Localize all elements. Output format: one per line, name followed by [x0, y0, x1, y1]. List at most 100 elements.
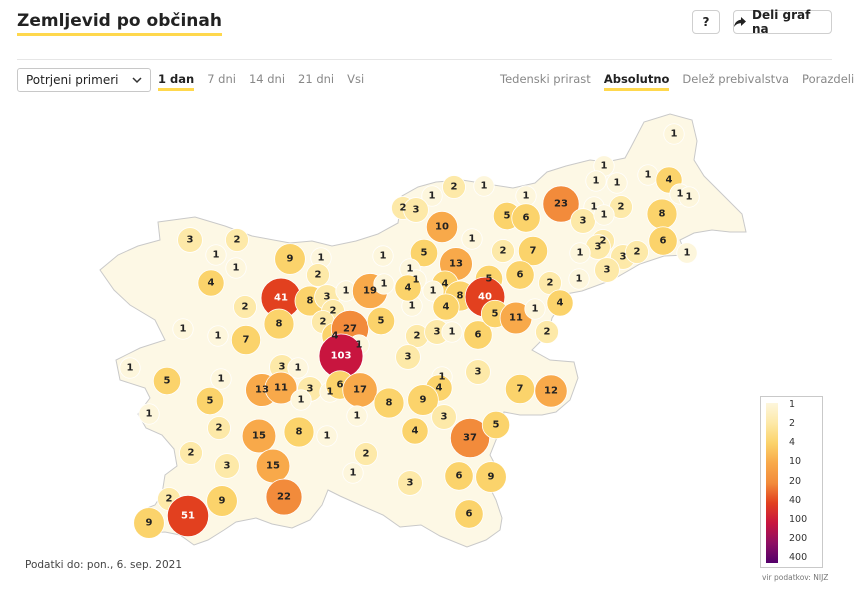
- municipality-region[interactable]: [421, 185, 443, 207]
- municipality-value-label: 3: [595, 242, 602, 253]
- municipality-region[interactable]: [678, 186, 700, 208]
- municipality-region[interactable]: [431, 404, 457, 430]
- municipality-region[interactable]: [593, 204, 615, 226]
- municipality-region[interactable]: [648, 226, 678, 256]
- municipality-region[interactable]: [166, 494, 210, 538]
- municipality-region[interactable]: [274, 243, 306, 275]
- municipality-region[interactable]: [432, 293, 460, 321]
- tab-7-dni[interactable]: 7 dni: [207, 72, 236, 86]
- municipality-region[interactable]: [444, 461, 474, 491]
- municipality-region[interactable]: [461, 228, 483, 250]
- municipality-region[interactable]: [241, 418, 277, 454]
- municipality-region[interactable]: [511, 203, 541, 233]
- municipality-region[interactable]: [283, 416, 315, 448]
- municipality-region[interactable]: [625, 240, 649, 264]
- municipality-region[interactable]: [465, 359, 491, 385]
- share-button[interactable]: Deli graf na: [733, 8, 832, 36]
- municipality-region[interactable]: [366, 306, 396, 336]
- municipality-region[interactable]: [585, 170, 607, 192]
- municipality-region[interactable]: [442, 175, 466, 199]
- municipality-value-label: 7: [530, 246, 537, 257]
- municipality-region[interactable]: [409, 238, 439, 268]
- municipality-region[interactable]: [372, 245, 394, 267]
- municipality-region[interactable]: [542, 185, 580, 223]
- municipality-region[interactable]: [475, 461, 507, 493]
- municipality-region[interactable]: [463, 320, 493, 350]
- municipality-region[interactable]: [403, 197, 429, 223]
- municipality-region[interactable]: [152, 366, 182, 396]
- municipality-region[interactable]: [517, 235, 549, 267]
- municipality-region[interactable]: [233, 295, 257, 319]
- tab-14-dni[interactable]: 14 dni: [248, 72, 286, 86]
- municipality-region[interactable]: [206, 485, 238, 517]
- municipality-region[interactable]: [179, 441, 203, 465]
- municipality-region[interactable]: [454, 499, 484, 529]
- municipality-region[interactable]: [225, 228, 249, 252]
- municipality-region[interactable]: [373, 387, 405, 419]
- municipality-region[interactable]: [207, 416, 231, 440]
- municipality-region[interactable]: [401, 417, 429, 445]
- municipality-region[interactable]: [290, 389, 312, 411]
- municipality-region[interactable]: [197, 269, 225, 297]
- municipality-region[interactable]: [449, 417, 491, 459]
- tab-delez-prebivalstva[interactable]: Delež prebivalstva: [682, 72, 790, 86]
- municipality-value-label: 1: [645, 170, 652, 181]
- municipality-region[interactable]: [342, 462, 364, 484]
- municipality-region[interactable]: [676, 242, 698, 264]
- municipality-region[interactable]: [546, 289, 574, 317]
- municipality-region[interactable]: [491, 239, 515, 263]
- municipality-region[interactable]: [210, 368, 232, 390]
- municipality-region[interactable]: [205, 244, 227, 266]
- municipality-region[interactable]: [354, 442, 378, 466]
- municipality-region[interactable]: [287, 357, 309, 379]
- municipality-region[interactable]: [195, 386, 225, 416]
- tab-absolutno[interactable]: Absolutno: [603, 72, 670, 91]
- municipality-value-label: 1: [218, 374, 225, 385]
- municipality-region[interactable]: [373, 273, 395, 295]
- municipality-region[interactable]: [306, 263, 330, 287]
- municipality-region[interactable]: [481, 410, 511, 440]
- municipality-region[interactable]: [524, 298, 546, 320]
- tab-vsi[interactable]: Vsi: [347, 72, 365, 86]
- municipality-region[interactable]: [207, 325, 229, 347]
- municipality-region[interactable]: [594, 257, 620, 283]
- municipality-region[interactable]: [663, 123, 685, 145]
- municipality-value-label: 41: [274, 293, 288, 304]
- municipality-region[interactable]: [214, 453, 240, 479]
- municipality-region[interactable]: [407, 384, 439, 416]
- municipality-value-label: 3: [580, 216, 587, 227]
- municipality-region[interactable]: [177, 227, 203, 253]
- municipality-region[interactable]: [505, 260, 535, 290]
- municipality-value-label: 3: [405, 352, 412, 363]
- mode-tabs: Tedenski prirast Absolutno Delež prebiva…: [500, 72, 854, 91]
- municipality-region[interactable]: [535, 320, 559, 344]
- municipality-value-label: 1: [439, 372, 446, 383]
- municipality-region[interactable]: [225, 257, 247, 279]
- tab-21-dni[interactable]: 21 dni: [298, 72, 335, 86]
- municipality-region[interactable]: [425, 210, 459, 244]
- municipality-region[interactable]: [397, 470, 423, 496]
- municipality-region[interactable]: [534, 374, 568, 408]
- municipality-region[interactable]: [569, 242, 591, 264]
- municipality-region[interactable]: [263, 308, 295, 340]
- municipality-region[interactable]: [473, 175, 495, 197]
- municipality-region[interactable]: [316, 425, 338, 447]
- municipality-region[interactable]: [606, 172, 628, 194]
- municipality-region[interactable]: [395, 344, 421, 370]
- municipality-region[interactable]: [265, 478, 303, 516]
- municipality-region[interactable]: [394, 274, 422, 302]
- municipality-region[interactable]: [119, 357, 141, 379]
- tab-porazdelitev[interactable]: Porazdelitev: [802, 72, 854, 86]
- municipality-region[interactable]: [264, 371, 298, 405]
- municipality-region[interactable]: [441, 321, 463, 343]
- help-button[interactable]: ?: [692, 10, 720, 34]
- tab-tedenski-prirast[interactable]: Tedenski prirast: [500, 72, 591, 86]
- metric-select[interactable]: Potrjeni primeri: [17, 68, 151, 92]
- municipality-region[interactable]: [346, 405, 368, 427]
- municipality-region[interactable]: [568, 268, 590, 290]
- municipality-region[interactable]: [172, 318, 194, 340]
- municipality-region[interactable]: [138, 403, 160, 425]
- municipality-region[interactable]: [230, 324, 262, 356]
- municipality-region[interactable]: [133, 507, 165, 539]
- tab-1-dan[interactable]: 1 dan: [158, 72, 195, 91]
